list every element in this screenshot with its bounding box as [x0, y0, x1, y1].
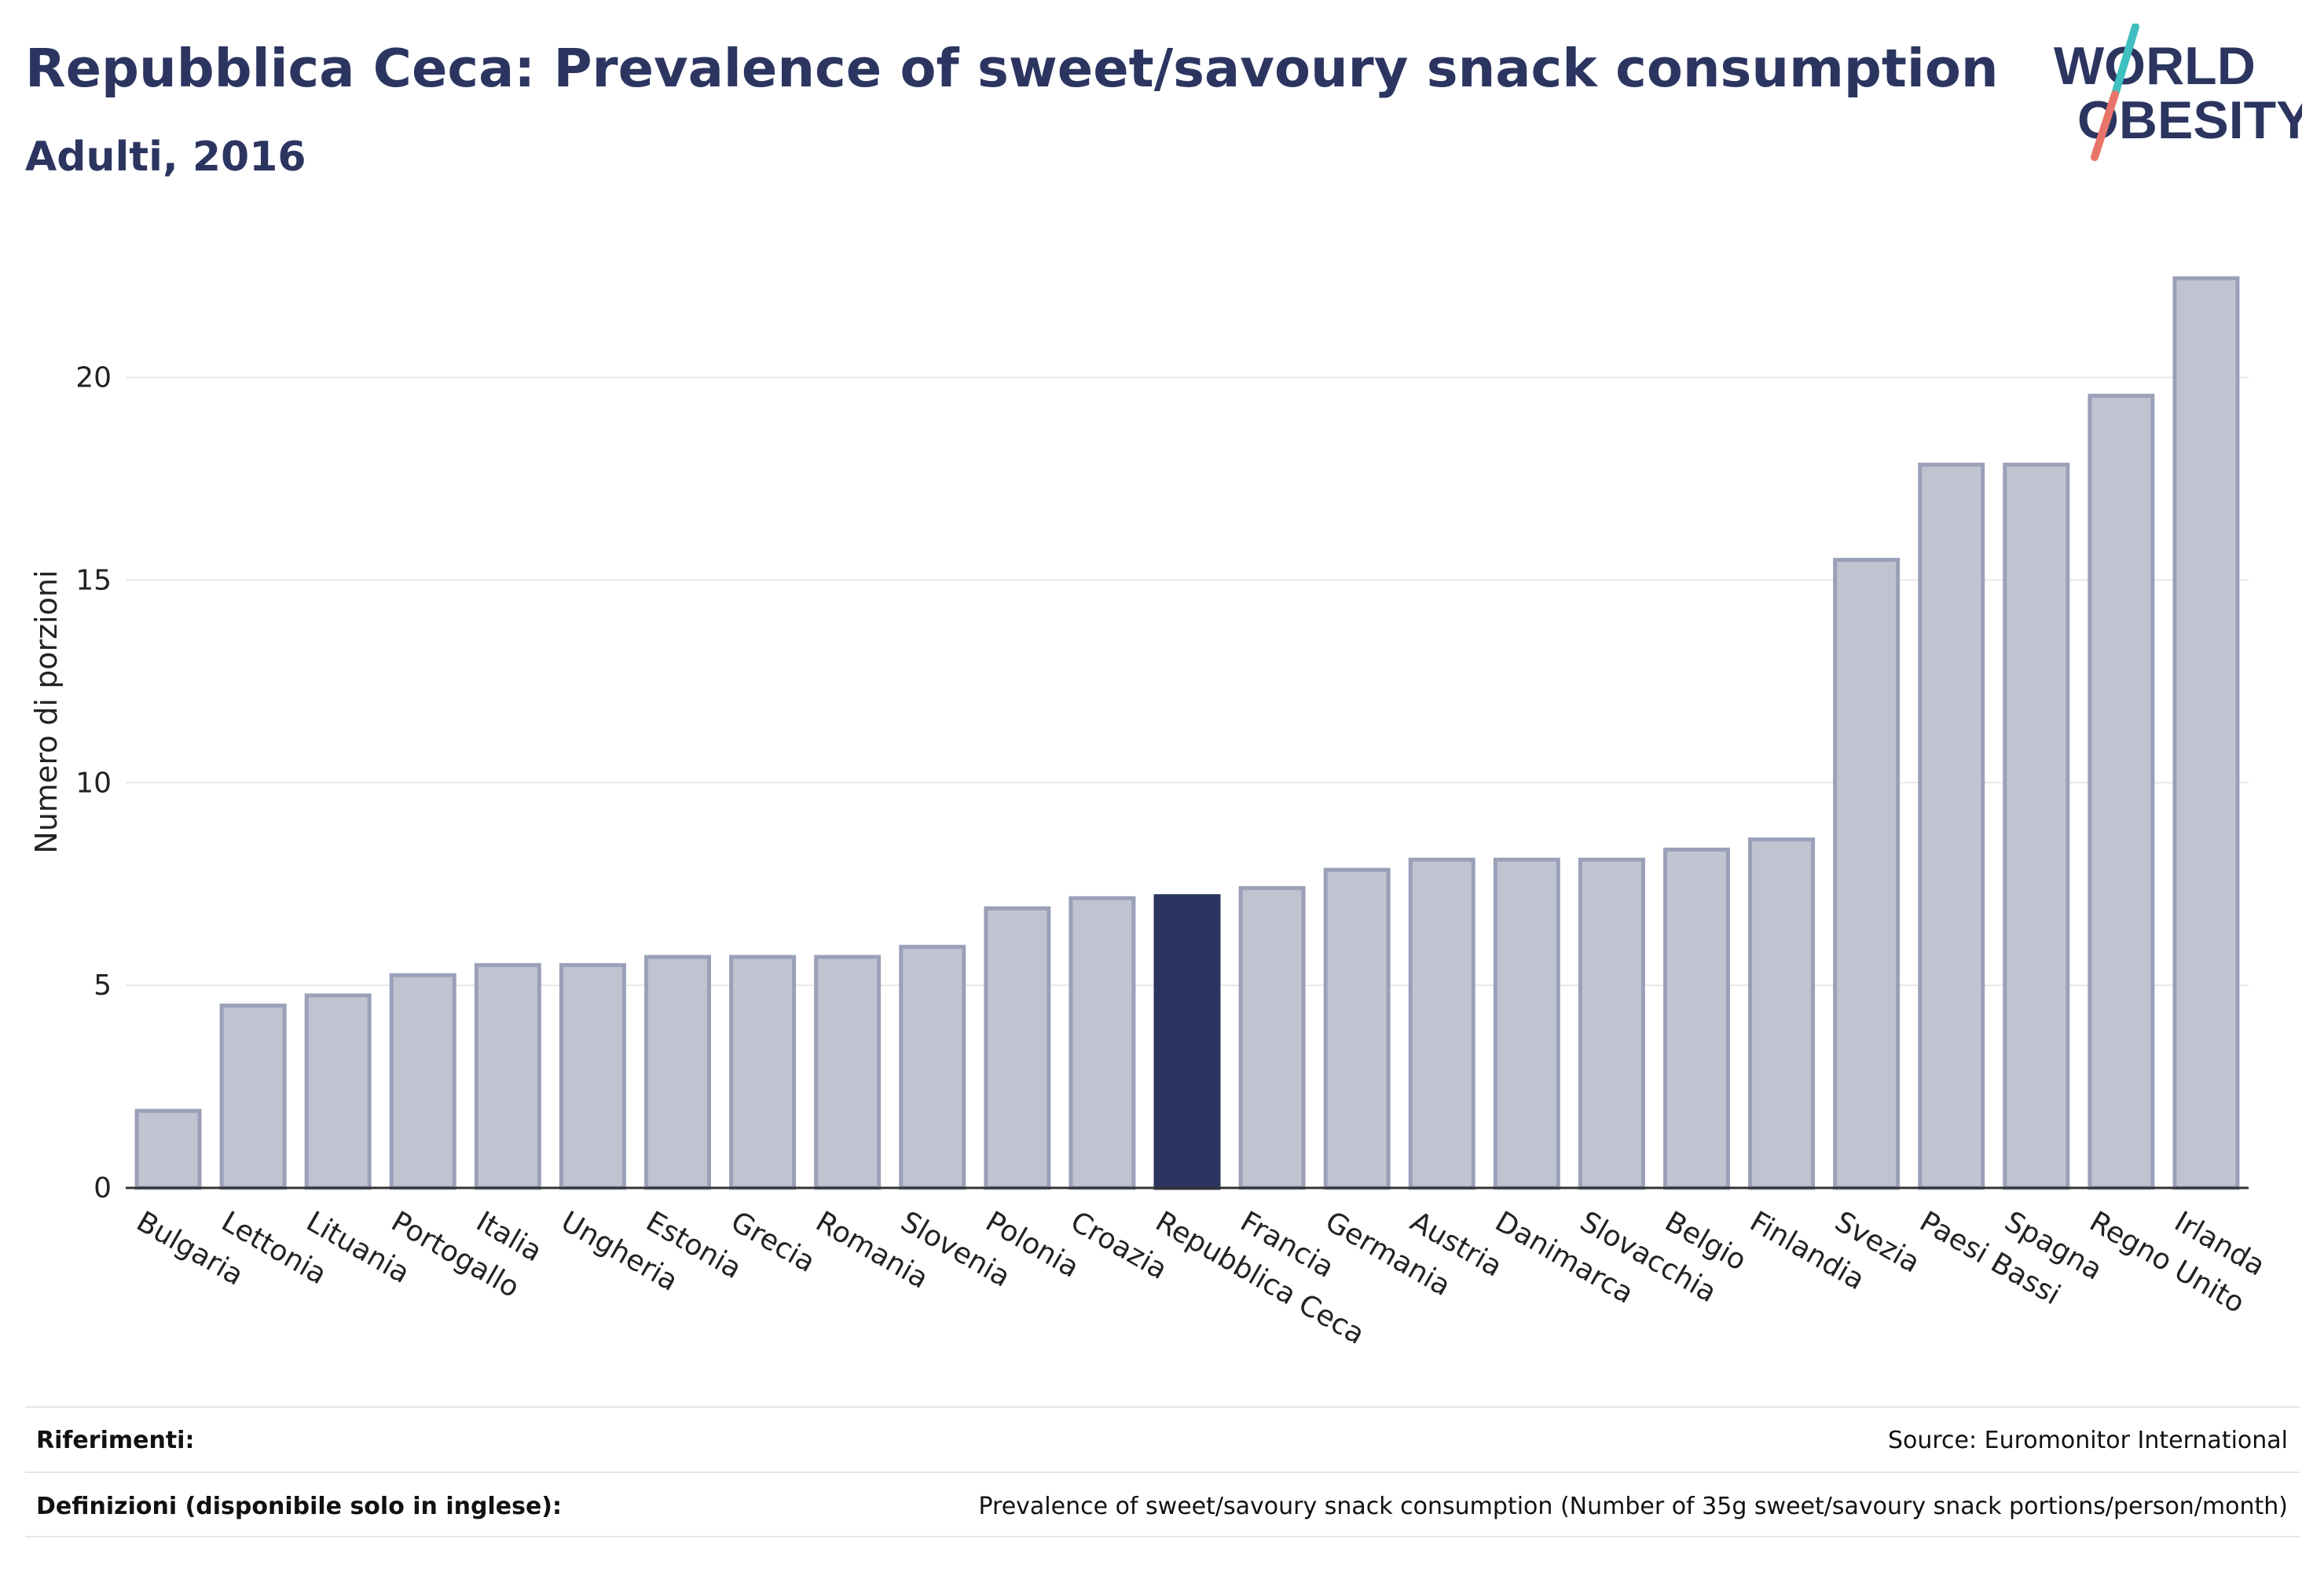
y-tick-label: 0 [93, 1172, 112, 1204]
bar [304, 993, 372, 1190]
bar [219, 1003, 287, 1190]
bar [2003, 462, 2070, 1190]
logo-slash-teal [2111, 24, 2139, 98]
footer-divider-bottom [25, 1536, 2300, 1538]
definitions-label: Definizioni (disponibile solo in inglese… [36, 1493, 562, 1520]
references-value: Source: Euromonitor International [1887, 1427, 2288, 1454]
definitions-value: Prevalence of sweet/savoury snack consum… [978, 1493, 2288, 1520]
bar [1238, 885, 1306, 1190]
bar [1493, 857, 1560, 1190]
logo-slash-coral [2091, 90, 2119, 161]
bar [1578, 857, 1645, 1190]
y-tick-label: 15 [75, 564, 112, 596]
bar [729, 955, 797, 1190]
x-tick-label: Croazia [1065, 1205, 1173, 1286]
bar [1918, 462, 1985, 1190]
bar [1833, 558, 1901, 1190]
bar [2172, 276, 2240, 1190]
bar [1748, 837, 1816, 1190]
references-label: Riferimenti: [36, 1427, 195, 1454]
world-obesity-logo: WORLD OBESITY [2054, 24, 2302, 161]
bar [1408, 857, 1475, 1190]
bar [559, 962, 626, 1190]
footer-divider-top [25, 1406, 2300, 1408]
bar [644, 955, 712, 1190]
y-axis-title: Numero di porzioni [29, 570, 64, 853]
bar [474, 962, 541, 1190]
bar [2088, 394, 2155, 1190]
bar [984, 906, 1051, 1190]
footer-divider-middle [25, 1472, 2300, 1473]
bar [1323, 867, 1391, 1190]
bar [389, 973, 456, 1190]
bar [814, 955, 882, 1190]
chart-title: Repubblica Ceca: Prevalence of sweet/sav… [25, 38, 1999, 99]
y-tick-label: 20 [75, 362, 112, 394]
y-tick-label: 5 [93, 969, 112, 1002]
bar [1069, 896, 1136, 1190]
bar [134, 1109, 202, 1190]
bar [1662, 847, 1730, 1190]
logo-word-world: WORLD [2054, 36, 2256, 96]
y-tick-label: 10 [75, 767, 112, 799]
chart-subtitle: Adulti, 2016 [25, 134, 306, 181]
bar-highlight [1153, 894, 1221, 1190]
bar [899, 944, 966, 1190]
